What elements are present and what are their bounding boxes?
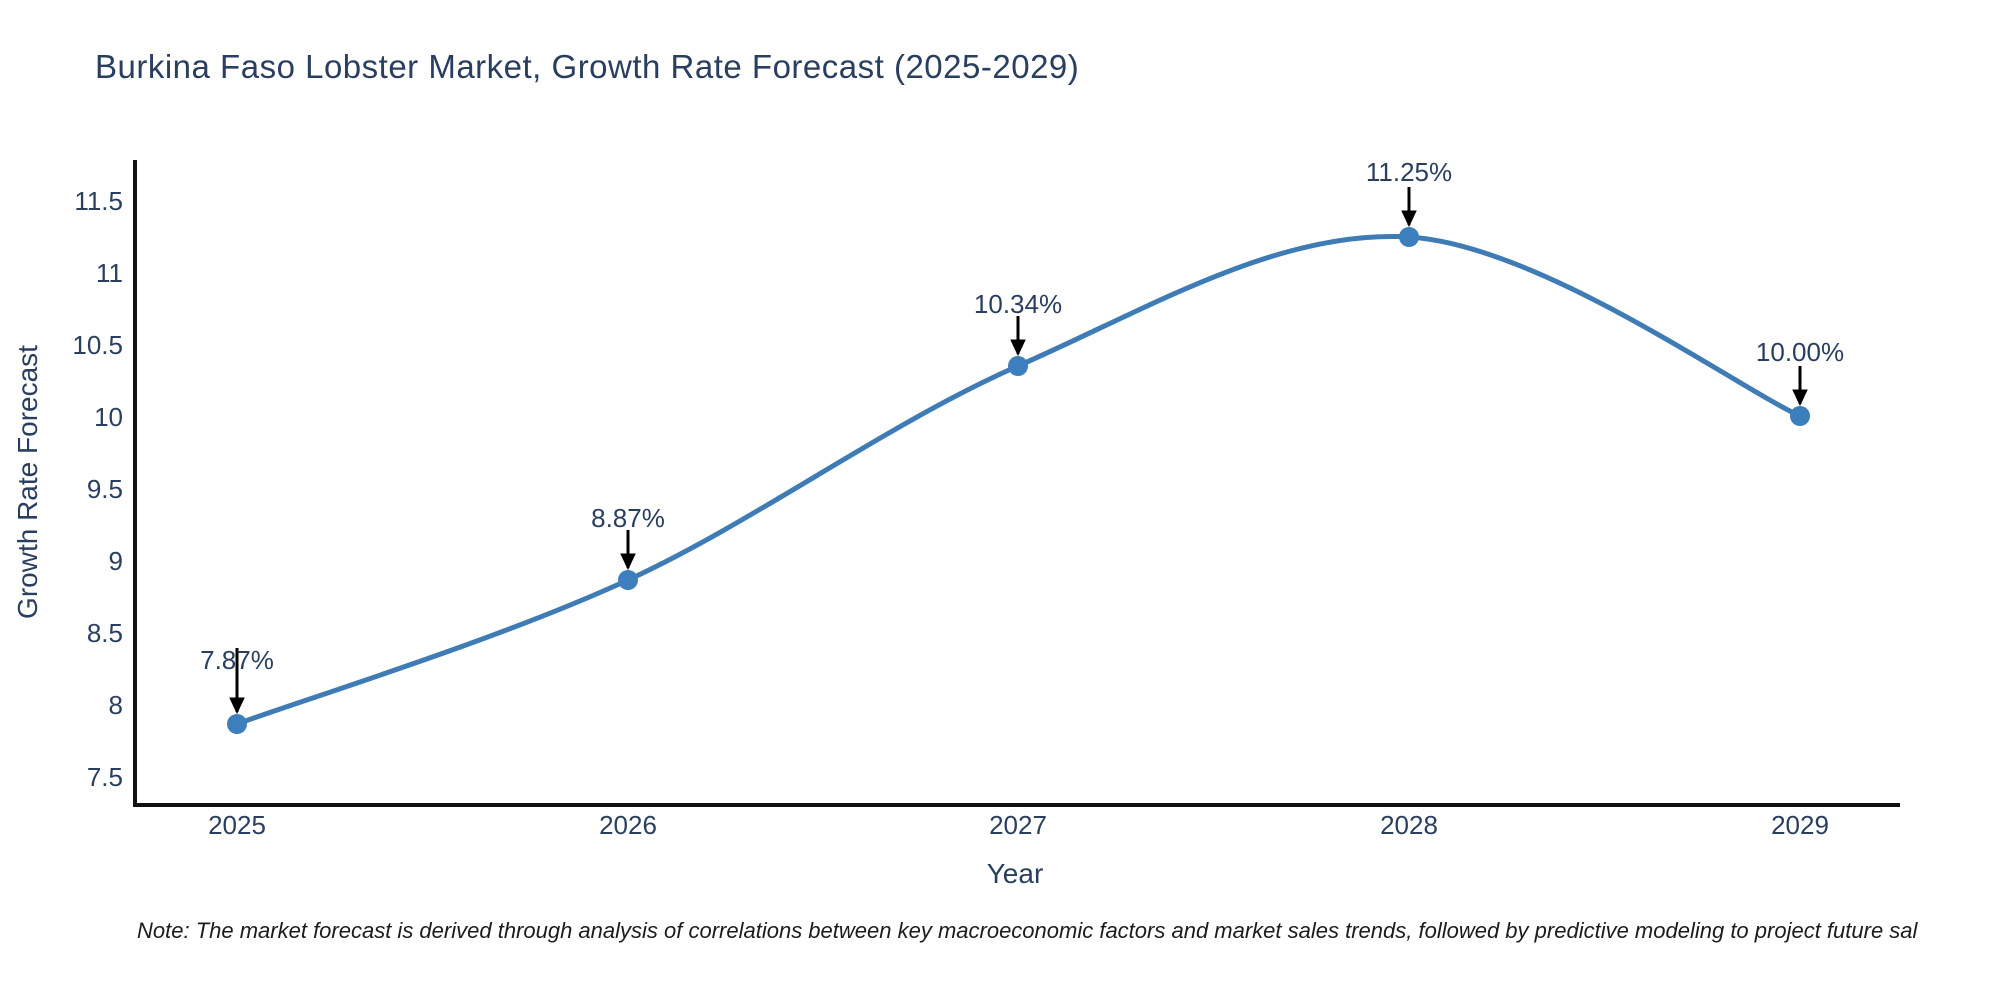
footnote: Note: The market forecast is derived thr… <box>137 918 1918 943</box>
x-tick-label: 2025 <box>208 810 266 840</box>
data-point-marker-2028 <box>1399 227 1419 247</box>
annotation-arrowhead-2025 <box>229 697 245 715</box>
y-tick-label: 10.5 <box>72 330 123 360</box>
data-point-marker-2025 <box>227 714 247 734</box>
annotation-label-2027: 10.34% <box>973 289 1063 319</box>
annotation-arrows <box>229 187 1808 715</box>
annotation-label-2029: 10.00% <box>1755 337 1845 367</box>
x-tick-label: 2026 <box>599 810 657 840</box>
annotation-arrowhead-2027 <box>1010 339 1026 357</box>
y-tick-label: 9.5 <box>86 474 123 504</box>
data-point-marker-2027 <box>1008 356 1028 376</box>
y-tick-label: 8.5 <box>86 618 123 648</box>
y-tick-label: 8 <box>108 690 123 720</box>
annotation-arrowhead-2028 <box>1401 210 1417 228</box>
x-tick-label: 2029 <box>1771 810 1829 840</box>
annotation-arrowhead-2029 <box>1792 389 1808 407</box>
annotation-label-2026: 8.87% <box>591 503 665 533</box>
x-tick-label: 2028 <box>1380 810 1438 840</box>
x-axis-title: Year <box>986 858 1044 889</box>
annotation-label-2028: 11.25% <box>1365 157 1453 187</box>
y-tick-label: 7.5 <box>86 762 123 792</box>
y-tick-label: 9 <box>108 546 123 576</box>
data-point-marker-2029 <box>1790 406 1810 426</box>
annotation-arrowhead-2026 <box>620 553 636 571</box>
y-tick-label: 11.5 <box>74 186 123 216</box>
x-tick-label: 2027 <box>989 810 1047 840</box>
data-point-marker-2026 <box>618 570 638 590</box>
y-tick-label: 11 <box>96 258 123 288</box>
annotation-label-2025: 7.87% <box>200 645 274 675</box>
y-tick-label: 10 <box>94 402 123 432</box>
chart-title: Burkina Faso Lobster Market, Growth Rate… <box>95 48 1080 85</box>
